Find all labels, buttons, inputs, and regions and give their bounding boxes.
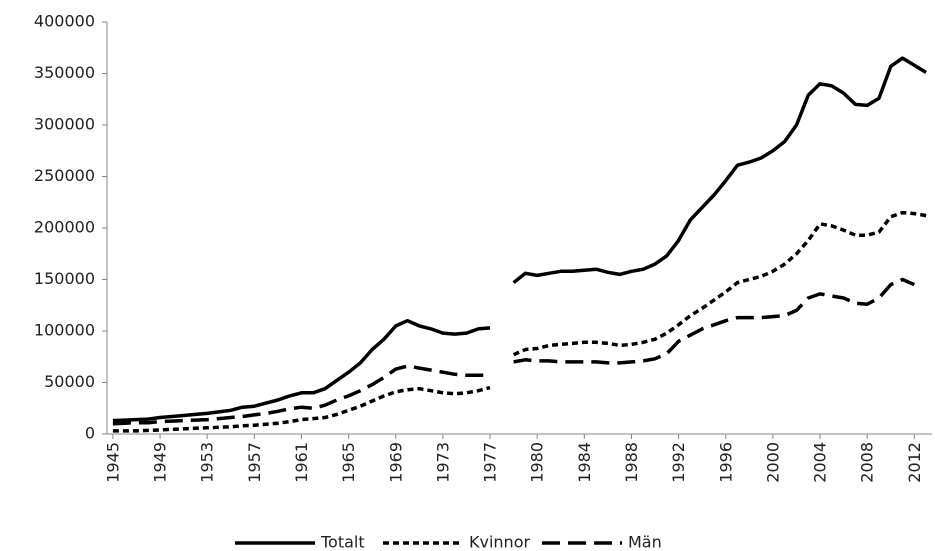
y-tick-label: 300000 [34,115,95,134]
x-tick-label: 1969 [386,442,405,483]
x-tick-label: 1996 [716,442,735,483]
series-line [112,56,928,423]
x-tick-label: 1949 [151,442,170,483]
x-tick-label: 2000 [763,442,782,483]
series-line [112,210,927,433]
legend-label: Män [628,533,662,551]
x-tick-label: 1953 [198,442,217,483]
y-tick-label: 100000 [34,321,95,340]
y-tick-label: 0 [85,424,95,443]
y-tick-label: 400000 [34,12,95,31]
x-tick-label: 1992 [669,442,688,483]
x-tick-label: 1961 [292,442,311,483]
x-tick-label: 1977 [481,442,500,483]
y-tick-label: 50000 [44,372,95,391]
x-tick-label: 2004 [811,442,830,483]
y-tick-label: 350000 [34,63,95,82]
x-tick-label: 1988 [622,442,641,483]
x-tick-label: 1957 [245,442,264,483]
series-line [112,277,915,426]
x-tick-label: 1945 [103,442,122,483]
y-tick-label: 250000 [34,166,95,185]
y-tick-label: 150000 [34,269,95,288]
x-tick-label: 1965 [339,442,358,483]
legend-label: Totalt [320,533,365,551]
y-tick-label: 200000 [34,218,95,237]
x-tick-label: 1980 [528,442,547,483]
x-tick-label: 1984 [575,442,594,483]
x-tick-label: 2008 [858,442,877,483]
legend-label: Kvinnor [469,533,530,551]
x-tick-label: 2012 [905,442,924,483]
x-tick-label: 1973 [433,442,452,483]
